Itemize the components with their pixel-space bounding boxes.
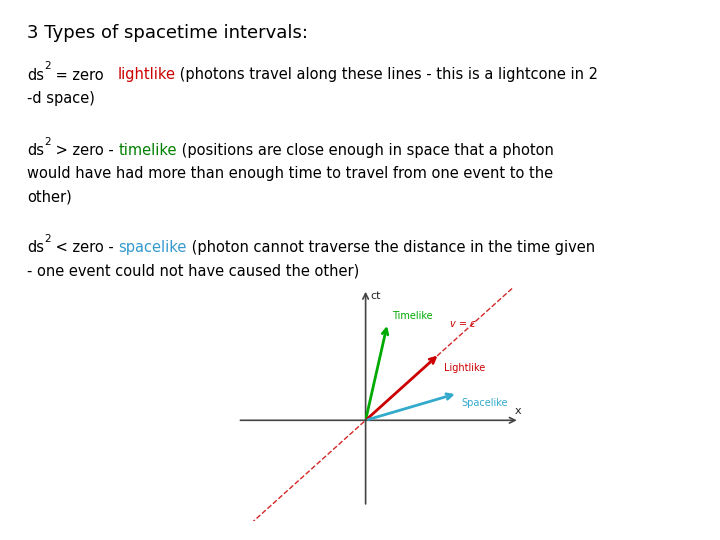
Text: (positions are close enough in space that a photon: (positions are close enough in space tha…	[177, 143, 554, 158]
Text: ds: ds	[27, 240, 45, 255]
Text: Spacelike: Spacelike	[462, 397, 508, 408]
Text: (photons travel along these lines - this is a lightcone in 2: (photons travel along these lines - this…	[176, 68, 598, 83]
Text: 2: 2	[45, 61, 51, 71]
Text: ct: ct	[370, 292, 381, 301]
Text: > zero -: > zero -	[51, 143, 118, 158]
Text: ds: ds	[27, 143, 45, 158]
Text: 2: 2	[45, 234, 51, 244]
Text: 2: 2	[45, 137, 51, 147]
Text: - one event could not have caused the other): - one event could not have caused the ot…	[27, 264, 359, 279]
Text: -d space): -d space)	[27, 91, 95, 106]
Text: ds: ds	[27, 68, 45, 83]
Text: = zero: = zero	[51, 68, 117, 83]
Text: < zero -: < zero -	[51, 240, 118, 255]
Text: x: x	[515, 406, 521, 416]
Text: spacelike: spacelike	[118, 240, 186, 255]
Text: Timelike: Timelike	[392, 311, 432, 321]
Text: v = c: v = c	[449, 319, 475, 329]
Text: (photon cannot traverse the distance in the time given: (photon cannot traverse the distance in …	[186, 240, 595, 255]
Text: timelike: timelike	[118, 143, 177, 158]
Text: lightlike: lightlike	[117, 68, 176, 83]
Text: 3 Types of spacetime intervals:: 3 Types of spacetime intervals:	[27, 24, 308, 42]
Text: Lightlike: Lightlike	[444, 363, 485, 373]
Text: would have had more than enough time to travel from one event to the: would have had more than enough time to …	[27, 166, 554, 181]
Text: other): other)	[27, 190, 72, 205]
